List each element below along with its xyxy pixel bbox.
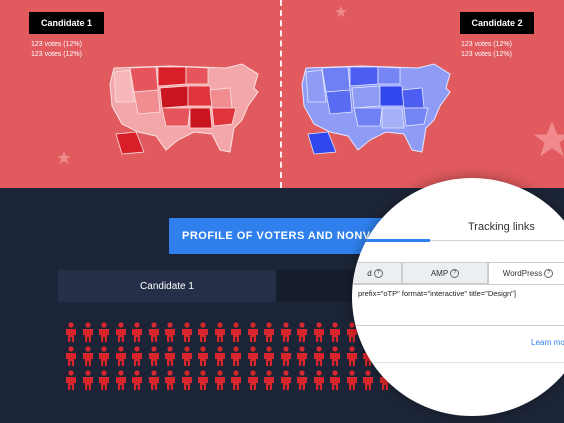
tab-wordpress[interactable]: WordPress ? xyxy=(488,262,564,284)
person-icon xyxy=(198,346,208,366)
candidate-2-label: Candidate 2 xyxy=(460,12,534,34)
person-icon xyxy=(280,370,291,390)
person-icon xyxy=(264,370,274,390)
person-icon xyxy=(198,322,208,342)
info-icon[interactable]: ? xyxy=(450,268,460,278)
person-icon xyxy=(99,322,109,342)
person-icon xyxy=(247,346,258,366)
active-tab-indicator xyxy=(352,239,430,242)
person-icon xyxy=(82,370,93,390)
candidate-divider xyxy=(280,0,282,188)
star-icon xyxy=(335,6,347,18)
person-icon xyxy=(330,346,340,366)
person-icon xyxy=(214,370,225,390)
person-icon xyxy=(313,370,324,390)
person-icon xyxy=(330,322,340,342)
person-icon xyxy=(115,346,126,366)
person-icon xyxy=(115,370,126,390)
tab-embed-default[interactable]: d ? xyxy=(352,262,402,284)
person-icon xyxy=(181,346,192,366)
person-icon xyxy=(99,370,109,390)
person-icon xyxy=(115,322,126,342)
person-icon xyxy=(181,322,192,342)
person-icon xyxy=(66,322,76,342)
person-icon xyxy=(214,322,225,342)
embed-code-magnifier: Tracking links d ? AMP ? WordPress ? pre… xyxy=(352,178,564,416)
person-icon xyxy=(264,322,274,342)
candidate-1-votes: 123 votes (12%) 123 votes (12%) xyxy=(31,40,82,60)
person-icon xyxy=(132,346,142,366)
embed-format-tabs: d ? AMP ? WordPress ? xyxy=(352,262,564,286)
person-icon xyxy=(231,346,241,366)
person-icon xyxy=(247,370,258,390)
person-icon xyxy=(346,370,357,390)
person-icon xyxy=(165,322,175,342)
person-icon xyxy=(264,346,274,366)
star-icon xyxy=(533,121,564,157)
profile-of-voters-button[interactable]: PROFILE OF VOTERS AND NONVOTERS xyxy=(169,218,389,254)
vote-line: 123 votes (12%) xyxy=(31,41,82,48)
person-icon xyxy=(165,370,175,390)
person-icon xyxy=(99,346,109,366)
info-icon[interactable]: ? xyxy=(373,268,383,278)
tab-label: AMP xyxy=(430,268,449,278)
person-icon xyxy=(313,322,324,342)
person-icon xyxy=(214,346,225,366)
person-icon xyxy=(66,346,76,366)
tab-label: WordPress xyxy=(502,269,543,278)
person-icon xyxy=(313,346,324,366)
vote-line: 123 votes (12%) xyxy=(31,51,82,58)
star-icon xyxy=(57,151,71,164)
person-icon xyxy=(148,370,159,390)
us-map-candidate-1 xyxy=(109,63,259,155)
learn-more-link[interactable]: Learn mo xyxy=(531,338,564,347)
candidate-1-label: Candidate 1 xyxy=(29,12,104,34)
person-icon xyxy=(165,346,175,366)
vote-line: 123 votes (12%) xyxy=(461,41,512,48)
embed-code-text[interactable]: prefix="oTP" format="interactive" title=… xyxy=(358,289,516,298)
person-icon xyxy=(66,370,76,390)
person-icon xyxy=(297,346,307,366)
us-map-candidate-2 xyxy=(301,63,451,155)
embed-code-box[interactable] xyxy=(352,284,564,326)
candidate-2-votes: 123 votes (12%) 123 votes (12%) xyxy=(461,40,512,60)
tab-divider xyxy=(430,240,564,241)
person-icon xyxy=(198,370,208,390)
person-icon xyxy=(330,370,340,390)
person-icon xyxy=(231,370,241,390)
person-icon xyxy=(297,322,307,342)
tab-tracking-links[interactable]: Tracking links xyxy=(468,221,535,233)
panel-divider xyxy=(352,362,564,363)
person-icon xyxy=(363,370,373,390)
info-icon[interactable]: ? xyxy=(544,269,554,278)
person-icon xyxy=(231,322,241,342)
person-icon xyxy=(132,322,142,342)
person-icon xyxy=(82,322,93,342)
person-icon xyxy=(181,370,192,390)
person-icon xyxy=(297,370,307,390)
tab-label: d xyxy=(367,268,372,278)
person-icon xyxy=(82,346,93,366)
person-icon xyxy=(280,322,291,342)
tab-amp[interactable]: AMP ? xyxy=(402,262,488,284)
vote-line: 123 votes (12%) xyxy=(461,51,512,58)
person-icon xyxy=(247,322,258,342)
person-icon xyxy=(148,322,159,342)
tab-candidate-1[interactable]: Candidate 1 xyxy=(58,270,276,302)
person-icon xyxy=(148,346,159,366)
person-icon xyxy=(132,370,142,390)
person-icon xyxy=(280,346,291,366)
person-icon xyxy=(346,322,357,342)
